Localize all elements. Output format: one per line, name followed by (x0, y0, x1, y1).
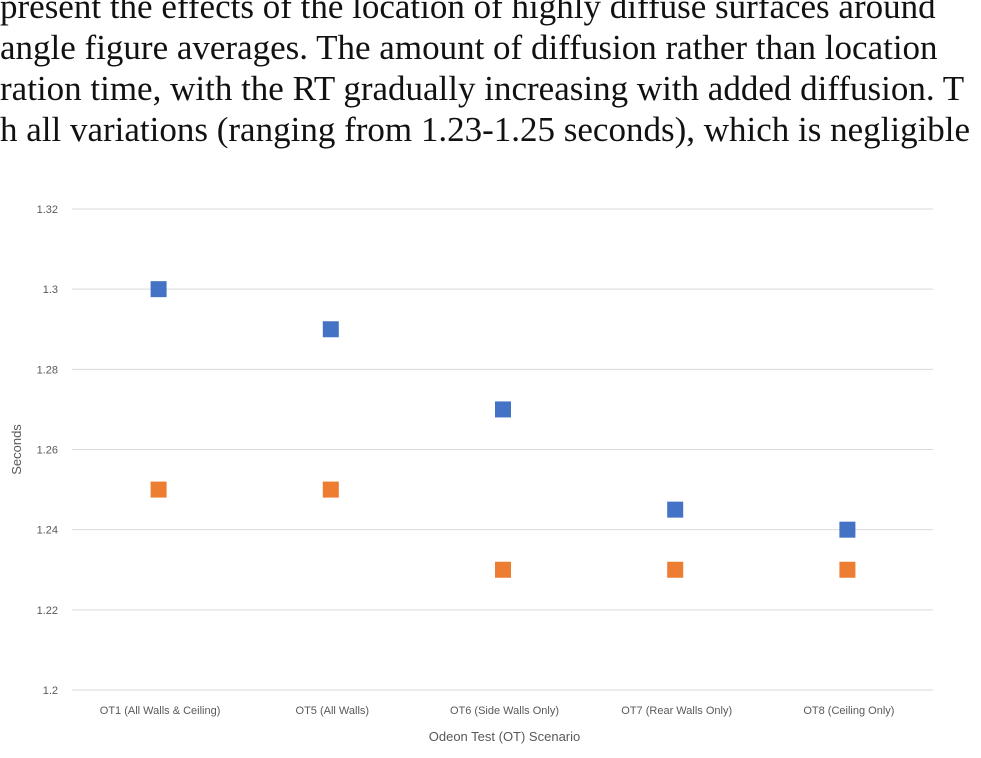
y-tick-label: 1.22 (37, 605, 58, 617)
y-axis-title: Seconds (9, 424, 24, 475)
y-tick-label: 1.28 (37, 364, 58, 376)
x-tick-label: OT8 (Ceiling Only) (803, 705, 894, 717)
x-tick-label: OT6 (Side Walls Only) (450, 705, 559, 717)
y-tick-label: 1.2 (43, 685, 58, 697)
data-point-series-1 (495, 401, 511, 418)
x-axis-title: Odeon Test (OT) Scenario (429, 729, 581, 744)
x-tick-label: OT1 (All Walls & Ceiling) (100, 705, 221, 717)
x-tick-label: OT5 (All Walls) (296, 705, 370, 717)
data-points (150, 281, 856, 578)
intro-line: ration time, with the RT gradually incre… (0, 69, 965, 108)
data-point-series-2 (495, 561, 511, 578)
intro-line: h all variations (ranging from 1.23-1.25… (0, 110, 971, 149)
x-axis-ticks: OT1 (All Walls & Ceiling) OT5 (All Walls)… (100, 705, 895, 717)
data-point-series-2 (150, 481, 167, 498)
data-point-series-1 (667, 501, 684, 518)
intro-text: present the effects of the location of h… (0, 0, 981, 150)
y-axis-ticks: 1.2 1.22 1.24 1.26 1.28 1.3 1.32 (37, 204, 58, 697)
intro-line: angle figure averages. The amount of dif… (0, 28, 938, 67)
intro-line: present the effects of the location of h… (0, 0, 936, 26)
x-tick-label: OT7 (Rear Walls Only) (621, 705, 732, 717)
data-point-series-2 (667, 561, 684, 578)
data-point-series-2 (839, 561, 856, 578)
y-tick-label: 1.3 (43, 284, 58, 296)
gridlines (72, 208, 933, 691)
data-point-series-1 (150, 281, 167, 298)
y-tick-label: 1.24 (37, 525, 58, 537)
y-tick-label: 1.32 (37, 204, 58, 216)
data-point-series-1 (839, 521, 856, 538)
data-point-series-2 (322, 481, 339, 498)
data-point-series-1 (322, 321, 339, 338)
y-tick-label: 1.26 (37, 445, 58, 457)
